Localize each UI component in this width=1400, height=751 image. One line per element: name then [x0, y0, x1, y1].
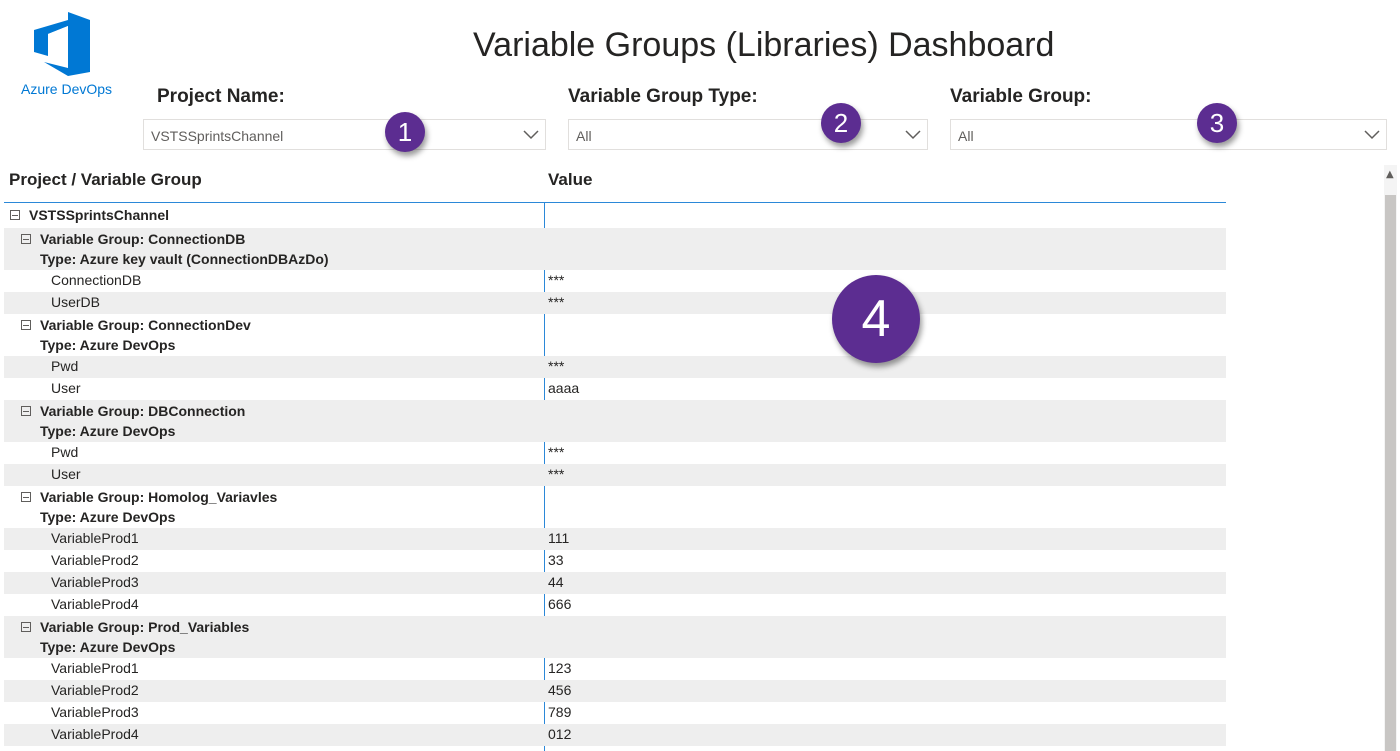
variable-name: VariableProd1	[51, 660, 139, 676]
variable-row: User aaaa	[4, 378, 1226, 400]
variable-row: VariableProd1 123	[4, 658, 1226, 680]
callout-badge-4: 4	[832, 275, 920, 363]
variable-value: ***	[548, 444, 565, 460]
variable-group-type-value: All	[576, 128, 592, 144]
variable-value: 111	[548, 530, 570, 546]
collapse-icon[interactable]	[21, 234, 31, 244]
variable-value: 123	[548, 660, 572, 676]
variable-row: VariableProd1 111	[4, 528, 1226, 550]
variables-matrix: Project / Variable Group Value VSTSSprin…	[4, 165, 1226, 751]
collapse-icon[interactable]	[21, 320, 31, 330]
chevron-down-icon	[1364, 130, 1380, 140]
variable-group-type-slicer: Variable Group Type: All	[568, 86, 928, 150]
logo-text: Azure DevOps	[21, 81, 113, 97]
variable-group-type-label: Variable Group Type:	[568, 86, 758, 107]
variable-value: 33	[548, 552, 564, 568]
variable-value: 456	[548, 682, 572, 698]
variable-row: VariableProd4 666	[4, 594, 1226, 616]
variable-group-value: All	[958, 128, 974, 144]
group-name: Variable Group: Prod_Variables	[40, 619, 250, 635]
variable-row: VariableProd3 789	[4, 702, 1226, 724]
collapse-icon[interactable]	[21, 406, 31, 416]
variable-group-slicer: Variable Group: All	[950, 86, 1387, 150]
project-row: VSTSSprintsChannel	[4, 203, 1226, 228]
variable-name: VariableProd4	[51, 726, 139, 742]
variable-name: VariableProd2	[51, 682, 139, 698]
variable-value: ***	[548, 358, 565, 374]
group-row: Variable Group: Prod_Variables Type: Azu…	[4, 616, 1226, 658]
collapse-icon[interactable]	[10, 210, 20, 220]
variable-group-type-dropdown[interactable]: All	[568, 119, 928, 150]
project-name-slicer: Project Name: VSTSSprintsChannel	[143, 86, 546, 150]
azure-devops-logo: Azure DevOps	[18, 12, 128, 102]
variable-name: UserDB	[51, 294, 101, 310]
variable-name: Pwd	[51, 444, 79, 460]
variable-row: UserDB ***	[4, 292, 1226, 314]
variable-row: VariableProd4 012	[4, 724, 1226, 746]
project-name-value: VSTSSprintsChannel	[151, 128, 284, 144]
variable-name: VariableProd4	[51, 596, 139, 612]
scrollbar-thumb[interactable]	[1385, 195, 1396, 751]
chevron-down-icon	[523, 130, 539, 140]
variable-row: VariableProd3 44	[4, 572, 1226, 594]
variable-name: VariableProd2	[51, 552, 139, 568]
variable-name: VariableProd3	[51, 574, 139, 590]
group-row: Variable Group: ConnectionDev Type: Azur…	[4, 314, 1226, 356]
group-name: Variable Group: DBConnection	[40, 403, 246, 419]
page-title: Variable Groups (Libraries) Dashboard	[473, 26, 1055, 64]
variable-value: 44	[548, 574, 564, 590]
group-row: Variable Group: DBConnection Type: Azure…	[4, 400, 1226, 442]
group-name: Variable Group: ConnectionDB	[40, 231, 246, 247]
group-type: Type: Azure DevOps	[40, 509, 176, 525]
scroll-up-icon[interactable]: ▲	[1386, 169, 1394, 180]
vertical-scrollbar[interactable]: ▲	[1384, 165, 1397, 751]
collapse-icon[interactable]	[21, 492, 31, 502]
variable-row: Pwd ***	[4, 356, 1226, 378]
group-type: Type: Azure DevOps	[40, 639, 176, 655]
group-type: Type: Azure DevOps	[40, 337, 176, 353]
collapse-icon[interactable]	[21, 622, 31, 632]
variable-name: ConnectionDB	[51, 272, 142, 288]
variable-value: ***	[548, 466, 565, 482]
variable-name: VariableProd1	[51, 530, 139, 546]
variable-group-dropdown[interactable]: All	[950, 119, 1387, 150]
variable-row: Pwd ***	[4, 442, 1226, 464]
matrix-header: Project / Variable Group Value	[4, 165, 1226, 203]
callout-badge-3: 3	[1197, 103, 1237, 143]
column-header-value[interactable]: Value	[548, 170, 593, 189]
group-row: Variable Group: Homolog_Variavles Type: …	[4, 486, 1226, 528]
group-type: Type: Azure DevOps	[40, 423, 176, 439]
project-label: VSTSSprintsChannel	[29, 207, 170, 223]
callout-badge-2: 2	[821, 103, 861, 143]
variable-value: 012	[548, 726, 572, 742]
variable-row: ConnectionDB ***	[4, 270, 1226, 292]
variable-row: VariableProd2 33	[4, 550, 1226, 572]
variable-value: ***	[548, 294, 565, 310]
variable-name: User	[51, 466, 81, 482]
variable-name: Pwd	[51, 358, 79, 374]
column-header-project[interactable]: Project / Variable Group	[9, 170, 202, 189]
group-type: Type: Azure key vault (ConnectionDBAzDo)	[40, 251, 329, 267]
callout-badge-1: 1	[385, 112, 425, 152]
variable-name: User	[51, 380, 81, 396]
project-name-dropdown[interactable]: VSTSSprintsChannel	[143, 119, 546, 150]
variable-row: User ***	[4, 464, 1226, 486]
variable-value: ***	[548, 272, 565, 288]
group-row: Variable Group: ConnectionDB Type: Azure…	[4, 228, 1226, 270]
variable-name: VariableProd3	[51, 704, 139, 720]
variable-value: 789	[548, 704, 572, 720]
chevron-down-icon	[905, 130, 921, 140]
variable-row: VariableProd2 456	[4, 680, 1226, 702]
variable-value: aaaa	[548, 380, 580, 396]
group-name: Variable Group: ConnectionDev	[40, 317, 251, 333]
variable-group-label: Variable Group:	[950, 86, 1092, 107]
project-name-label: Project Name:	[157, 86, 285, 107]
variable-value: 666	[548, 596, 572, 612]
group-name: Variable Group: Homolog_Variavles	[40, 489, 278, 505]
azure-devops-icon	[34, 12, 90, 76]
